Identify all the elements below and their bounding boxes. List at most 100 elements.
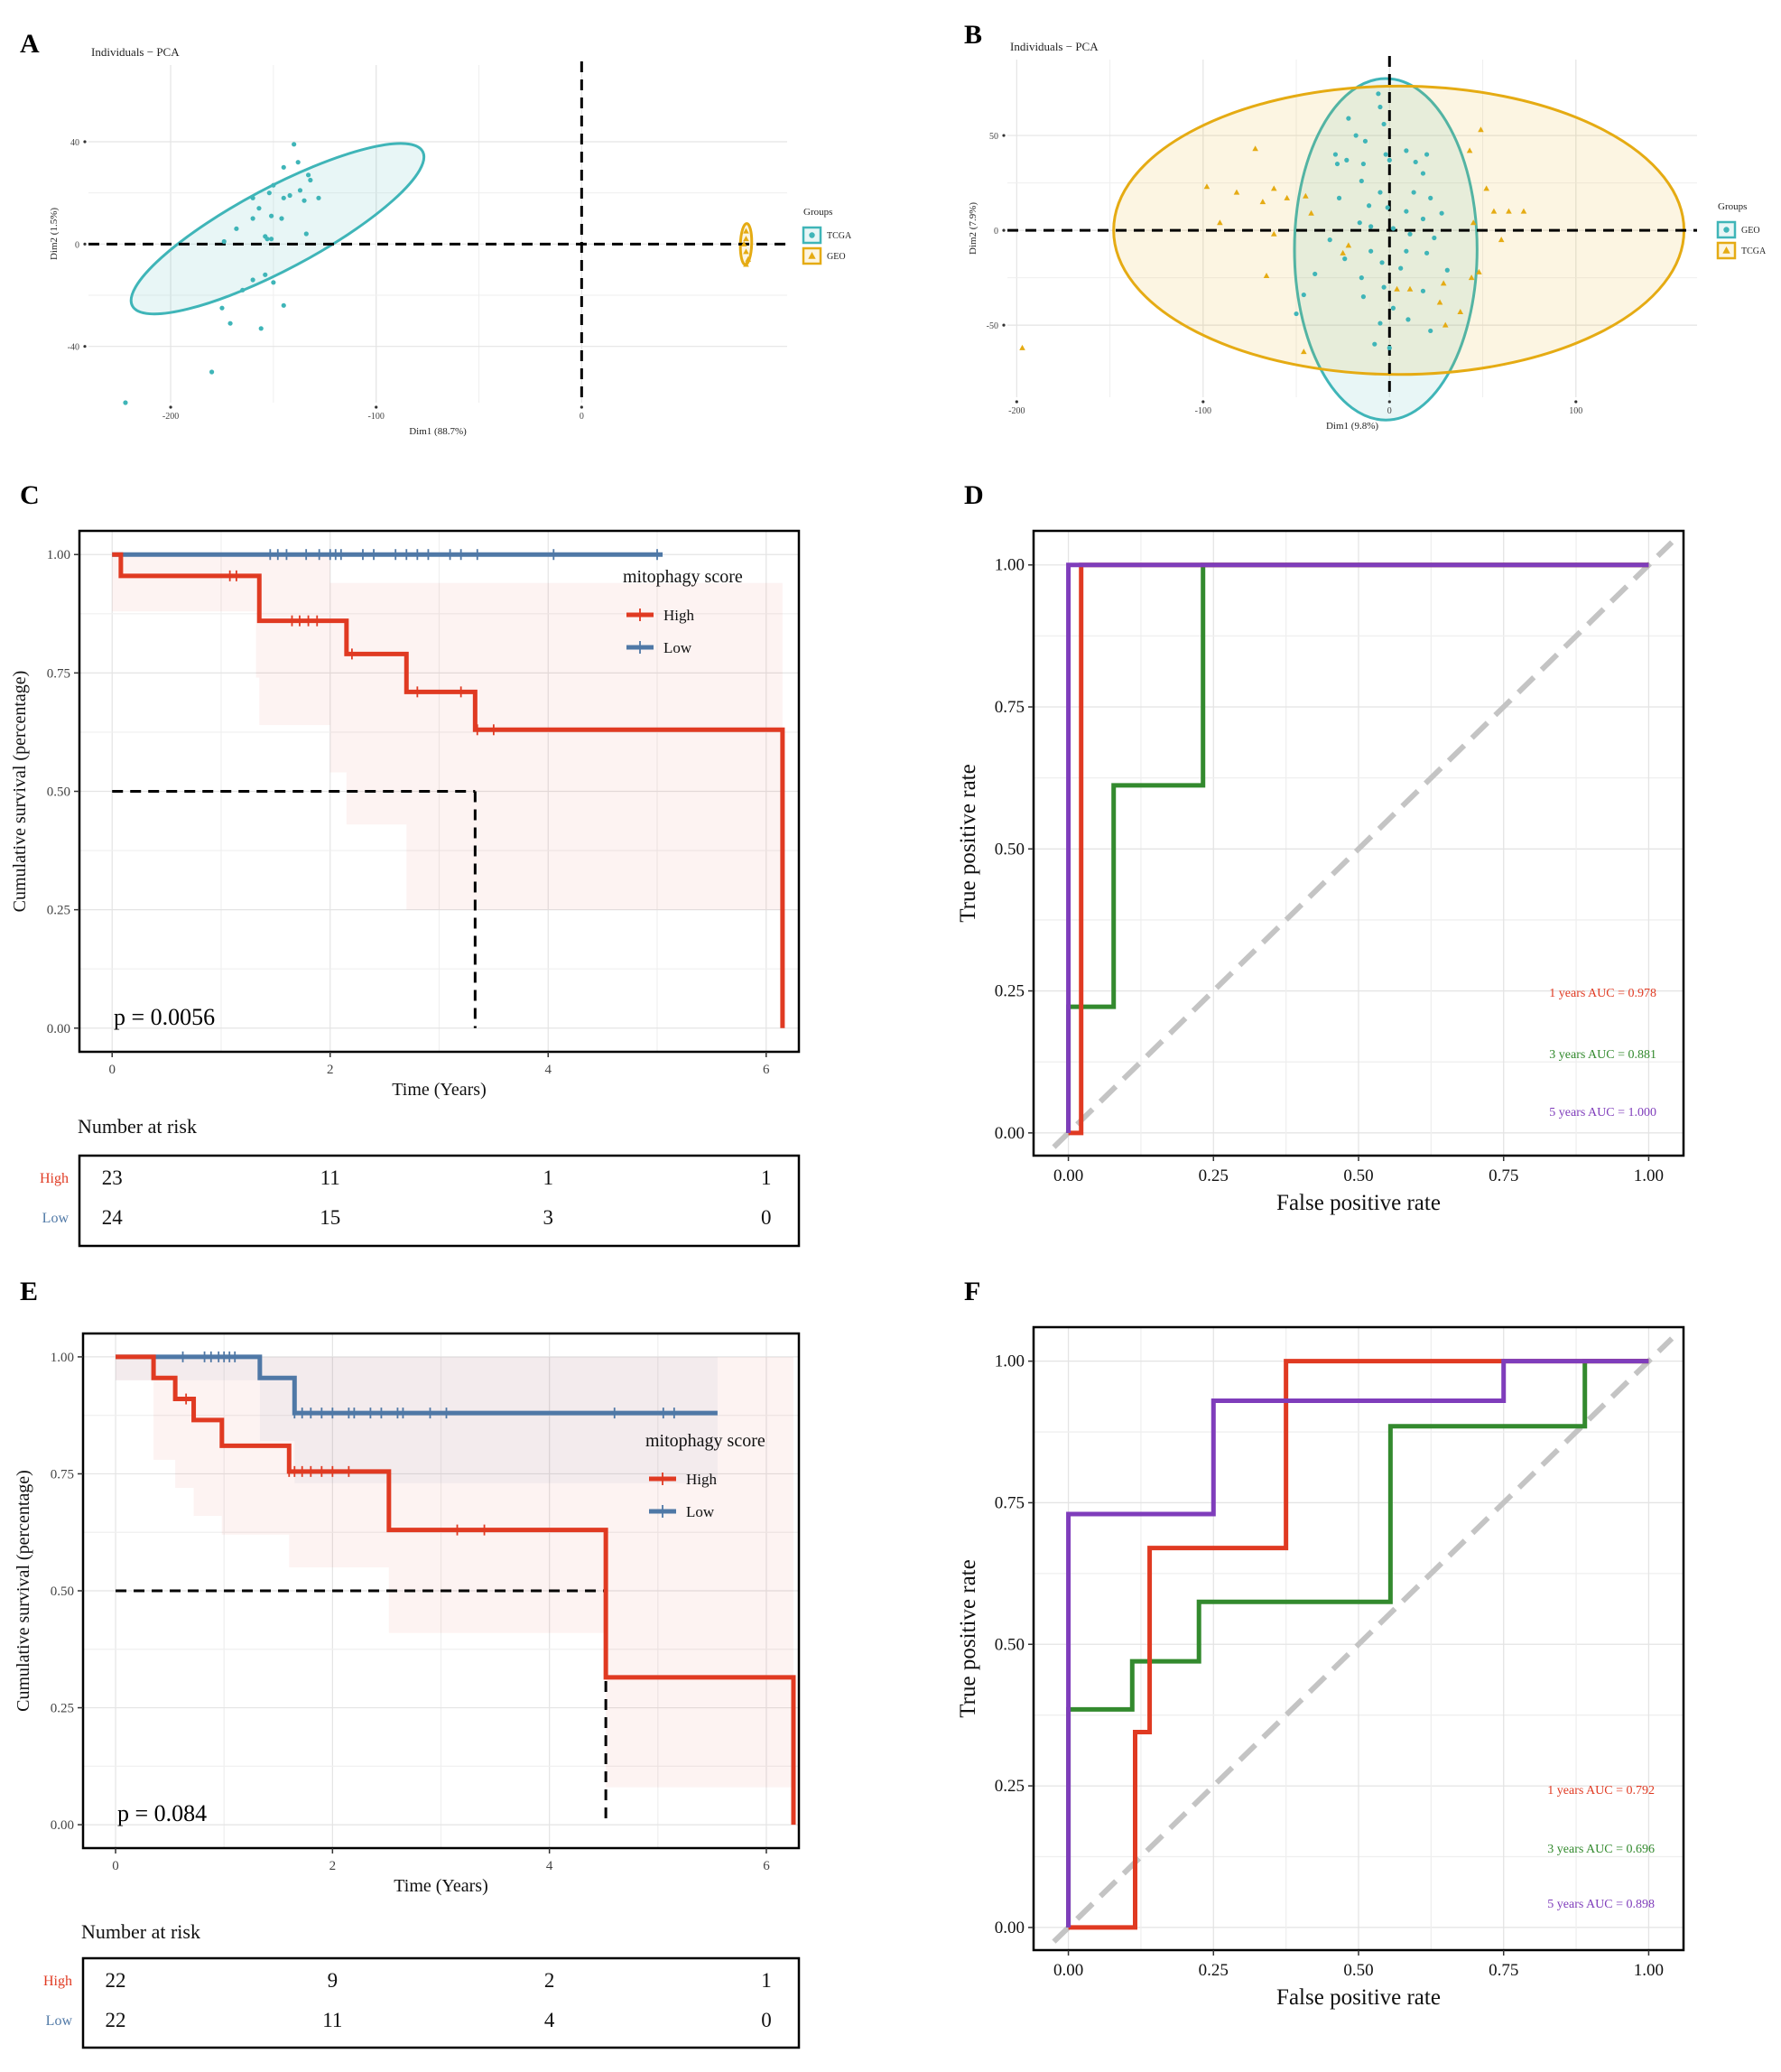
point-geo [1376,91,1381,97]
x-tick-mark [580,405,583,409]
ci-band-segment [346,582,407,825]
y-tick-label: 50 [989,132,998,142]
risk-table: Number at risk High 22 9 2 1 Low 22 11 4 0 [43,1920,801,2049]
point-tcga [271,280,276,285]
point-tcga [297,188,303,193]
point-tcga [1468,274,1475,281]
risk-table-border [81,1956,801,2049]
chart-title: Individuals − PCA [1010,40,1099,53]
point-tcga [281,195,286,200]
x-tick-label: 100 [1569,406,1582,416]
x-tick-label: 0.25 [1199,1166,1229,1185]
x-tick-label: 0.50 [1343,1166,1373,1185]
point-tcga [1442,321,1449,328]
roc-panel-d: 0.00 0.25 0.50 0.75 1.00 0.00 0.25 0.50 0.75 1.00… [956,529,1685,1215]
roc-curve-3-years [1066,1359,1649,1928]
point-tcga [1203,183,1211,190]
point-geo [1381,121,1387,127]
point-tcga [1284,194,1291,200]
auc-label-5-years: 5 years AUC = 1.000 [1549,1106,1656,1120]
x-axis-label: Dim1 (9.8%) [1326,421,1378,432]
point-tcga [287,192,292,199]
y-tick-label: 0.50 [995,1635,1025,1654]
point-geo [1294,311,1299,317]
y-tick-mark [1002,323,1006,327]
point-geo [1439,210,1444,216]
ci-band-segment [259,554,330,726]
risk-table-cell: 4 [544,2009,555,2031]
y-tick-label: 0.00 [995,1919,1025,1937]
point-geo [1332,152,1339,157]
point-geo [1398,265,1404,271]
ci-band-segment [388,1356,607,1633]
y-tick-label: 0.25 [51,1702,74,1716]
point-tcga [1270,185,1277,191]
legend-label: High [686,1471,718,1488]
point-geo [1420,288,1426,293]
risk-table-cell: 9 [328,1969,339,1992]
point-geo [1359,275,1364,281]
x-tick-label: 6 [763,1063,770,1077]
legend: Groups GEO TCGA [1716,201,1767,260]
point-tcga [256,206,262,211]
auc-label-3-years: 3 years AUC = 0.881 [1549,1048,1656,1062]
point-tcga [305,172,311,178]
point-geo [1413,159,1418,165]
x-tick-mark [1387,400,1391,404]
point-tcga [269,237,274,242]
point-geo [1444,267,1450,273]
ci-band-segment [116,1356,260,1380]
ci-band-segment [294,1356,718,1483]
x-tick-label: 2 [329,1859,337,1873]
point-geo [1360,294,1366,300]
point-tcga [1478,126,1484,133]
point-tcga [1490,208,1498,214]
x-tick-label: -200 [1008,406,1025,416]
risk-table-cell: 1 [543,1166,554,1189]
y-tick-label: 0.75 [995,698,1025,717]
y-axis-label: Cumulative survival (percentage) [14,1470,33,1712]
legend-title: Groups [803,207,832,218]
y-tick-label: 1.00 [47,548,70,562]
point-geo [1411,190,1416,195]
point-geo [1420,216,1426,222]
point-tcga [263,272,268,277]
point-tcga [1019,344,1025,350]
point-geo [1359,178,1364,184]
x-tick-label: 0.25 [1199,1961,1229,1980]
legend-title: Groups [1718,201,1747,212]
point-geo [1387,157,1392,163]
ci-band-segment [406,582,476,910]
point-tcga [1506,208,1512,214]
y-tick-label: 0.25 [995,1777,1025,1796]
x-tick-label: 2 [327,1063,334,1077]
x-axis-label: Dim1 (88.7%) [409,426,467,437]
point-tcga [264,237,270,242]
point-geo [743,261,749,267]
point-geo [1377,104,1383,110]
y-tick-label: 0 [75,240,79,250]
point-geo [1432,235,1437,241]
point-geo [743,248,749,255]
y-tick-label: 0.00 [51,1818,74,1833]
y-tick-mark [1002,228,1006,232]
point-geo [1424,152,1430,157]
x-tick-mark [1015,400,1018,404]
ci-band-segment [153,1356,176,1460]
panel-label-f: F [964,1277,980,1306]
y-tick-label: 0.75 [47,666,70,681]
point-geo [1362,138,1368,144]
x-tick-label: 0.75 [1489,1961,1518,1980]
point-tcga [308,177,313,183]
y-tick-label: 0.75 [995,1493,1025,1512]
ci-band-segment [329,582,347,773]
y-tick-label: 0.25 [47,904,70,918]
point-geo [1368,248,1374,254]
point-tcga [1436,299,1443,305]
y-tick-label: 1.00 [51,1351,74,1365]
point-tcga [316,195,321,200]
point-tcga [1406,285,1414,292]
point-tcga [1470,219,1477,226]
ci-band-segment [289,1356,389,1568]
